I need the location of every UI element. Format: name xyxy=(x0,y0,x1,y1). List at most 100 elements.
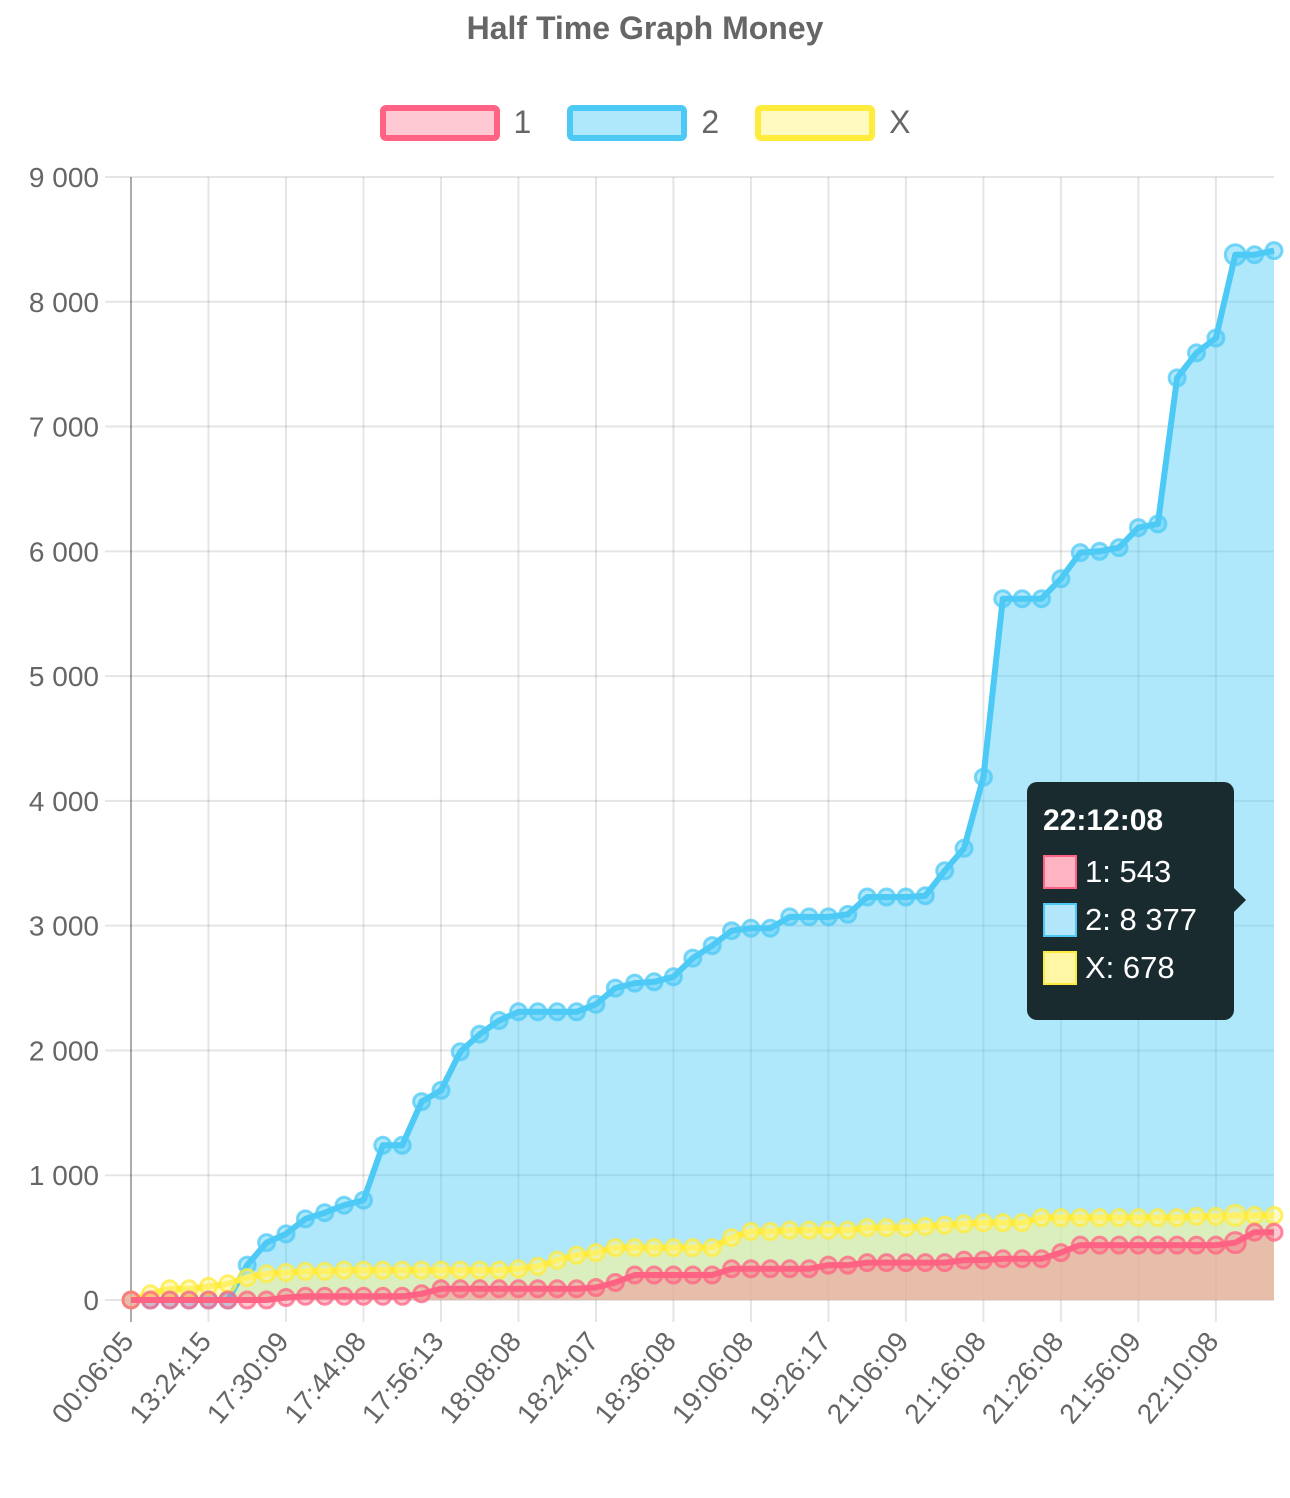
point-series-1 xyxy=(857,1253,877,1273)
point-series-1 xyxy=(199,1290,218,1310)
point-series-1 xyxy=(780,1259,800,1279)
point-series-2 xyxy=(1051,569,1071,589)
point-series-X xyxy=(663,1238,683,1258)
legend-swatch-2 xyxy=(567,104,688,141)
point-series-1 xyxy=(838,1255,858,1275)
x-tick-label: 19:26:17 xyxy=(743,1326,837,1429)
point-series-2 xyxy=(877,887,896,907)
point-series-2 xyxy=(1128,518,1148,538)
legend-item-1[interactable]: 1 xyxy=(379,104,531,141)
point-series-2 xyxy=(412,1092,432,1112)
point-series-2 xyxy=(896,887,916,907)
point-series-X xyxy=(237,1268,257,1287)
point-series-X xyxy=(1032,1208,1051,1228)
point-series-X xyxy=(1051,1208,1071,1228)
point-series-X xyxy=(838,1220,858,1240)
point-series-X xyxy=(760,1221,780,1241)
x-tick-label: 21:06:09 xyxy=(821,1326,915,1429)
tooltip-row-x: X: 678 xyxy=(1043,950,1218,986)
point-series-X xyxy=(1264,1205,1284,1225)
point-series-X xyxy=(722,1228,742,1248)
point-series-1 xyxy=(954,1250,974,1270)
x-tick-label: 18:24:07 xyxy=(511,1326,605,1429)
point-series-X xyxy=(431,1260,451,1280)
point-series-2 xyxy=(799,907,819,927)
legend-swatch-x xyxy=(755,104,876,141)
point-series-1 xyxy=(605,1273,625,1292)
point-series-X xyxy=(567,1245,587,1265)
point-series-1 xyxy=(276,1288,296,1307)
point-series-1 xyxy=(1012,1249,1032,1269)
point-series-1 xyxy=(1032,1249,1051,1269)
point-series-X xyxy=(1148,1208,1168,1228)
point-series-1 xyxy=(373,1286,393,1306)
point-series-2 xyxy=(722,921,742,941)
x-tick-label: 19:06:08 xyxy=(666,1326,760,1429)
tooltip-value-x: X: 678 xyxy=(1085,950,1175,985)
point-series-1 xyxy=(179,1290,199,1310)
point-series-2 xyxy=(1245,245,1265,265)
point-series-1 xyxy=(470,1279,490,1299)
tooltip-row-1: 1: 543 xyxy=(1043,854,1218,890)
point-series-2 xyxy=(567,1002,587,1022)
legend-item-x[interactable]: X xyxy=(755,104,910,141)
point-series-2 xyxy=(683,948,703,968)
point-series-2 xyxy=(1148,514,1168,534)
point-series-2 xyxy=(1109,538,1129,558)
point-series-2 xyxy=(741,918,761,938)
point-series-2 xyxy=(1206,328,1226,348)
point-series-X xyxy=(354,1260,373,1280)
legend-label-x: X xyxy=(889,104,911,140)
point-series-2 xyxy=(993,589,1013,609)
point-series-2 xyxy=(857,887,877,907)
point-series-2 xyxy=(1012,589,1032,609)
y-tick-label: 6 000 xyxy=(29,536,99,567)
y-tick-label: 8 000 xyxy=(29,287,99,318)
legend-item-2[interactable]: 2 xyxy=(567,104,719,141)
point-series-2 xyxy=(1187,343,1206,363)
y-tick-label: 1 000 xyxy=(29,1160,99,1191)
point-series-X xyxy=(470,1260,490,1280)
point-series-1 xyxy=(702,1265,722,1285)
point-series-X xyxy=(489,1260,509,1280)
point-series-1 xyxy=(121,1290,141,1310)
point-series-1 xyxy=(1148,1235,1168,1255)
point-series-X xyxy=(586,1243,606,1263)
y-tick-label: 5 000 xyxy=(29,661,99,692)
point-series-1 xyxy=(683,1265,703,1285)
point-series-2 xyxy=(276,1224,296,1244)
point-series-2 xyxy=(818,907,838,927)
y-tick-label: 9 000 xyxy=(29,162,99,193)
x-tick-label: 17:44:08 xyxy=(278,1326,372,1429)
point-series-2 xyxy=(528,1002,548,1022)
point-series-1 xyxy=(1070,1235,1090,1255)
point-series-1 xyxy=(450,1279,470,1299)
line-series-2 xyxy=(131,247,1275,1303)
point-series-1 xyxy=(644,1265,664,1285)
point-series-X xyxy=(818,1220,838,1240)
x-tick-label: 17:56:13 xyxy=(356,1326,450,1429)
point-series-X xyxy=(857,1218,877,1238)
point-series-1 xyxy=(315,1286,335,1306)
point-series-2 xyxy=(625,973,645,993)
point-series-2 xyxy=(373,1135,393,1155)
point-series-1 xyxy=(218,1290,238,1310)
point-series-2 xyxy=(586,994,606,1014)
point-series-1 xyxy=(586,1278,606,1297)
point-series-1 xyxy=(567,1279,587,1299)
area-series-1 xyxy=(131,1232,1274,1300)
point-series-1 xyxy=(257,1290,277,1310)
point-series-X xyxy=(218,1274,238,1294)
point-series-X xyxy=(973,1213,993,1233)
x-tick-label: 21:26:08 xyxy=(976,1326,1070,1429)
point-series-2 xyxy=(392,1135,412,1155)
tooltip-swatch-2 xyxy=(1043,903,1077,937)
point-series-1 xyxy=(1109,1235,1129,1255)
chart-title: Half Time Graph Money xyxy=(466,10,824,46)
point-series-2 xyxy=(509,1002,528,1022)
point-series-1 xyxy=(392,1286,412,1306)
point-series-2 xyxy=(1032,589,1051,609)
point-series-1 xyxy=(547,1279,567,1299)
tooltip-value-2: 2: 8 377 xyxy=(1085,902,1198,937)
